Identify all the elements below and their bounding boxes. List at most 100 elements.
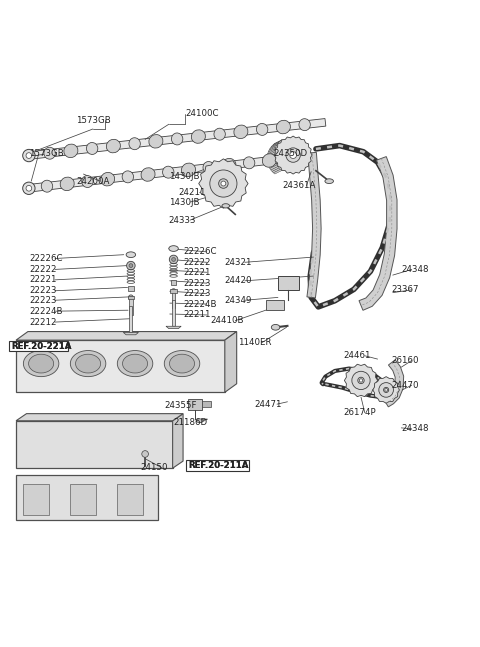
Polygon shape	[269, 163, 277, 168]
Circle shape	[360, 378, 362, 382]
Text: 1573GB: 1573GB	[76, 116, 111, 125]
Polygon shape	[267, 154, 274, 160]
Bar	[16, 421, 173, 468]
Circle shape	[26, 153, 32, 159]
Circle shape	[358, 377, 364, 384]
Text: 24470: 24470	[392, 380, 420, 389]
Polygon shape	[359, 157, 397, 311]
Ellipse shape	[122, 171, 133, 183]
Polygon shape	[274, 170, 282, 174]
Ellipse shape	[82, 175, 93, 188]
Circle shape	[129, 295, 133, 300]
Text: 24349: 24349	[224, 296, 251, 305]
Polygon shape	[268, 160, 276, 165]
Polygon shape	[267, 156, 275, 162]
Ellipse shape	[169, 354, 194, 373]
Bar	[16, 476, 158, 520]
Polygon shape	[173, 413, 183, 468]
Ellipse shape	[149, 135, 163, 148]
Text: 22222: 22222	[29, 265, 56, 274]
Bar	[128, 296, 134, 299]
Ellipse shape	[29, 354, 54, 373]
Ellipse shape	[86, 142, 98, 155]
Text: 24200A: 24200A	[76, 177, 110, 186]
Text: 1430JB: 1430JB	[169, 172, 199, 181]
Text: 23367: 23367	[391, 285, 419, 294]
FancyBboxPatch shape	[10, 340, 68, 351]
Ellipse shape	[169, 246, 179, 252]
Bar	[23, 484, 49, 515]
Polygon shape	[384, 360, 404, 407]
Circle shape	[23, 149, 35, 162]
Text: 24211: 24211	[179, 188, 206, 197]
Circle shape	[210, 170, 237, 197]
Ellipse shape	[75, 354, 101, 373]
Ellipse shape	[325, 179, 334, 184]
Ellipse shape	[227, 189, 230, 193]
Text: 24350D: 24350D	[273, 149, 307, 158]
Text: 22226C: 22226C	[183, 247, 216, 256]
Text: 24361A: 24361A	[283, 181, 316, 190]
Text: 26160: 26160	[392, 356, 420, 365]
Ellipse shape	[71, 351, 106, 377]
Circle shape	[352, 371, 370, 389]
Bar	[130, 306, 132, 333]
Circle shape	[384, 388, 389, 393]
Ellipse shape	[360, 373, 362, 376]
Ellipse shape	[230, 179, 234, 182]
Polygon shape	[268, 147, 276, 152]
Ellipse shape	[363, 384, 366, 386]
Polygon shape	[267, 158, 275, 163]
Polygon shape	[274, 136, 312, 174]
Text: 24321: 24321	[224, 258, 252, 267]
Ellipse shape	[381, 388, 383, 389]
Polygon shape	[344, 364, 378, 397]
Circle shape	[290, 151, 297, 159]
Bar	[266, 300, 284, 310]
Ellipse shape	[299, 118, 311, 131]
Text: 22223: 22223	[183, 279, 211, 288]
Polygon shape	[373, 377, 399, 403]
Polygon shape	[268, 149, 276, 154]
Ellipse shape	[390, 388, 392, 389]
Text: 24348: 24348	[401, 424, 429, 433]
Ellipse shape	[213, 179, 217, 182]
Bar	[170, 289, 177, 292]
Ellipse shape	[44, 148, 55, 159]
Ellipse shape	[181, 163, 195, 177]
Bar	[70, 484, 96, 515]
Text: 24333: 24333	[169, 215, 196, 225]
Text: REF.20-221A: REF.20-221A	[12, 342, 72, 351]
Circle shape	[26, 186, 32, 191]
Text: REF.20-211A: REF.20-211A	[188, 461, 248, 470]
Polygon shape	[307, 153, 321, 298]
Ellipse shape	[243, 157, 255, 169]
Text: 24461: 24461	[343, 351, 371, 360]
Ellipse shape	[216, 189, 220, 193]
Ellipse shape	[365, 377, 368, 380]
Text: REF.20-211A: REF.20-211A	[188, 461, 248, 470]
Polygon shape	[269, 145, 277, 151]
Ellipse shape	[192, 130, 205, 143]
Text: 21186D: 21186D	[174, 418, 208, 427]
Text: 22223: 22223	[183, 289, 211, 298]
Ellipse shape	[164, 351, 200, 377]
Text: 22211: 22211	[183, 311, 211, 320]
Circle shape	[129, 264, 133, 267]
Ellipse shape	[129, 138, 140, 149]
Polygon shape	[274, 140, 282, 144]
Ellipse shape	[214, 128, 225, 140]
Bar	[171, 280, 177, 285]
Ellipse shape	[222, 204, 229, 208]
Polygon shape	[28, 155, 288, 192]
Text: 26174P: 26174P	[343, 408, 376, 417]
Ellipse shape	[41, 181, 53, 192]
Text: 1140ER: 1140ER	[238, 338, 272, 347]
Bar	[172, 300, 175, 326]
Circle shape	[171, 289, 176, 294]
Polygon shape	[166, 326, 181, 329]
Ellipse shape	[171, 133, 183, 145]
Text: REF.20-221A: REF.20-221A	[12, 342, 72, 351]
FancyBboxPatch shape	[186, 460, 249, 470]
Text: 24100C: 24100C	[185, 109, 219, 118]
